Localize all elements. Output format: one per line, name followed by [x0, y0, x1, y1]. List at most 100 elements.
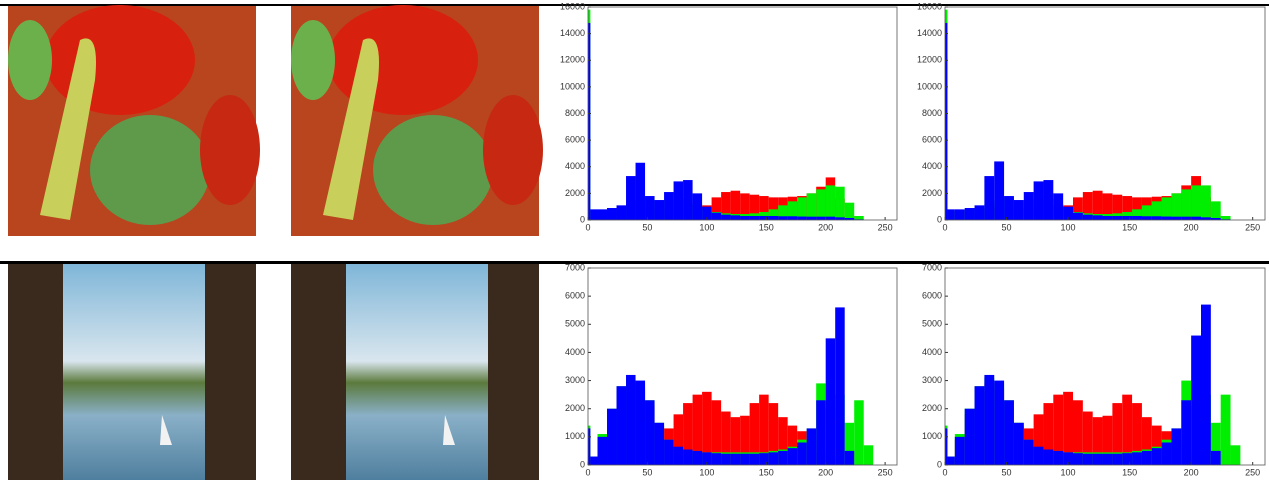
bar [1092, 190, 1103, 220]
bar [740, 193, 750, 220]
y-tick-label: 16000 [917, 1, 942, 11]
bar [740, 216, 750, 220]
bar [1102, 216, 1113, 220]
bar [683, 403, 693, 465]
bar [1141, 205, 1152, 220]
y-tick-label: 0 [937, 214, 942, 224]
lake-image [8, 264, 256, 480]
bar [945, 428, 948, 465]
bar [721, 453, 731, 465]
bar [1132, 216, 1142, 220]
bar [1191, 335, 1201, 465]
y-tick-label: 12000 [917, 55, 942, 65]
x-tick-label: 250 [1245, 222, 1260, 232]
bar [607, 208, 617, 220]
bar [854, 216, 864, 220]
bar [1220, 216, 1231, 220]
bar [597, 436, 608, 465]
bar [692, 394, 703, 465]
bar [1063, 452, 1073, 465]
y-tick-label: 2000 [565, 188, 585, 198]
bar [664, 439, 674, 465]
bar [844, 422, 855, 465]
x-tick-label: 0 [585, 467, 590, 477]
bar [1181, 400, 1192, 465]
bar [1082, 214, 1093, 220]
bar [1112, 194, 1123, 220]
bar [797, 216, 807, 220]
x-tick-label: 250 [878, 222, 893, 232]
bar [947, 456, 955, 465]
bar [1181, 216, 1192, 220]
bar [645, 400, 655, 465]
bar [759, 196, 769, 220]
y-tick-label: 7000 [922, 262, 942, 272]
bar [1063, 206, 1073, 220]
bar [1151, 216, 1162, 220]
y-tick-label: 8000 [922, 108, 942, 118]
bar [1132, 197, 1142, 220]
bar [1073, 453, 1083, 465]
y-tick-label: 3000 [565, 375, 585, 385]
bar [994, 380, 1005, 465]
bar [702, 452, 712, 465]
series [945, 22, 1231, 220]
bar [1053, 450, 1064, 465]
y-tick-label: 8000 [565, 108, 585, 118]
bar [1092, 417, 1103, 465]
bar [711, 453, 722, 465]
bar [768, 209, 779, 220]
bar [1151, 201, 1162, 220]
row-rule [0, 4, 1269, 6]
x-tick-label: 150 [759, 467, 774, 477]
bar [1033, 181, 1044, 220]
bar [635, 162, 646, 220]
y-tick-label: 3000 [922, 375, 942, 385]
bar [1201, 217, 1211, 220]
y-tick-label: 0 [580, 214, 585, 224]
bar [1122, 394, 1133, 465]
bar [1210, 218, 1221, 220]
bar [825, 338, 836, 465]
x-tick-label: 150 [1122, 222, 1137, 232]
bar [1023, 439, 1034, 465]
bar [683, 449, 693, 465]
bar [740, 415, 750, 465]
bar [1141, 216, 1152, 220]
bar [1181, 189, 1192, 220]
bar [635, 380, 646, 465]
bar [607, 408, 617, 465]
y-tick-label: 6000 [922, 291, 942, 301]
y-tick-label: 1000 [565, 431, 585, 441]
y-tick-label: 12000 [560, 55, 585, 65]
bar [974, 205, 985, 220]
bar [1033, 414, 1044, 465]
bar [1102, 453, 1113, 465]
bar [1132, 452, 1142, 465]
bar [835, 186, 845, 220]
bar [1210, 201, 1221, 220]
bar [825, 185, 836, 220]
bar [1004, 196, 1014, 220]
bar [787, 448, 798, 465]
bar [1082, 453, 1093, 465]
y-tick-label: 2000 [922, 403, 942, 413]
bar [844, 202, 855, 220]
bar [590, 209, 598, 220]
bar [768, 452, 779, 465]
x-tick-label: 100 [1061, 222, 1076, 232]
axes-frame [944, 267, 1266, 466]
bar [1033, 446, 1044, 465]
bar [597, 209, 608, 220]
bar [590, 456, 598, 465]
bar [787, 216, 798, 220]
bar [1151, 425, 1162, 465]
bar [588, 428, 591, 465]
bar [806, 193, 817, 220]
bar [749, 403, 760, 465]
x-tick-label: 250 [1245, 467, 1260, 477]
bar [1092, 453, 1103, 465]
bar [1171, 428, 1182, 465]
y-tick-label: 6000 [922, 135, 942, 145]
x-tick-label: 150 [759, 222, 774, 232]
